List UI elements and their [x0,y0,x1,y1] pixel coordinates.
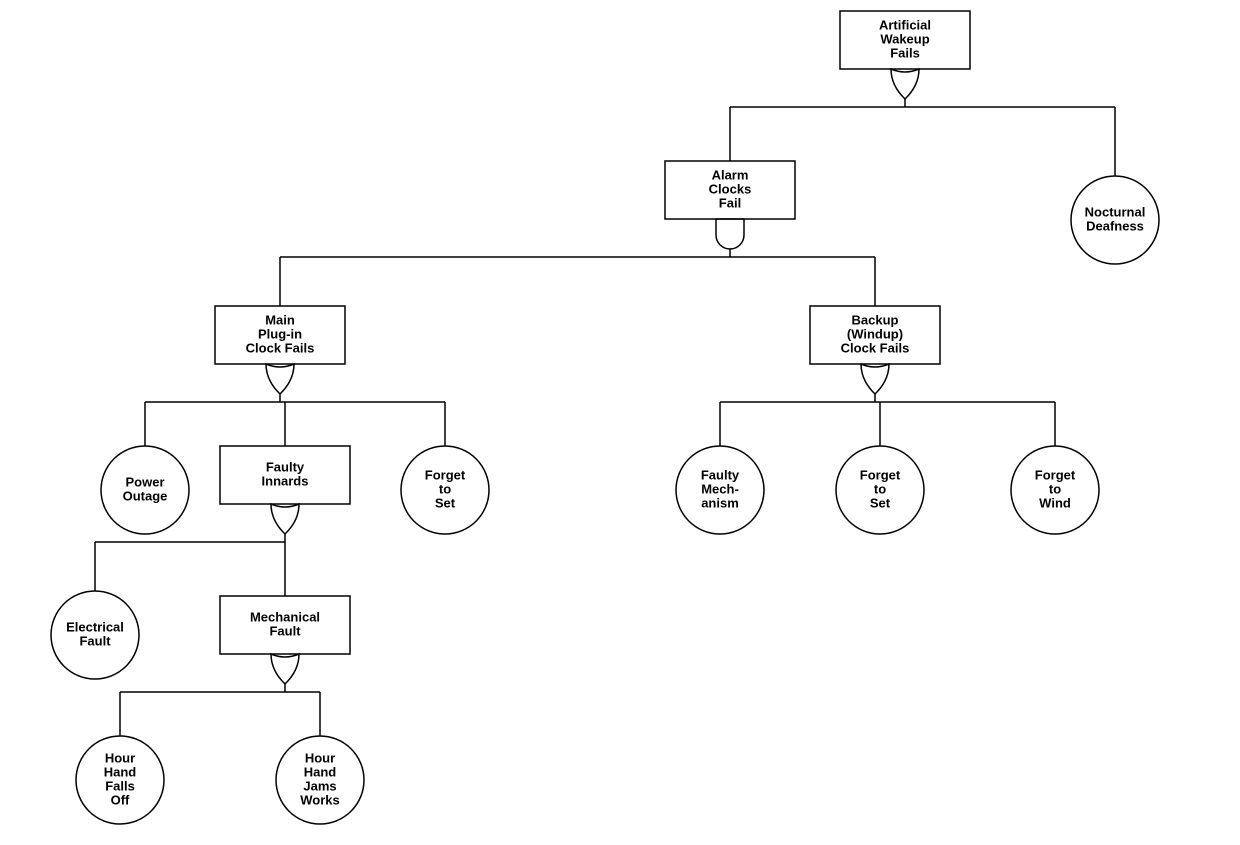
node-label: Forget [1035,467,1076,482]
node-label: Electrical [66,619,124,634]
node-label: Fail [719,195,741,210]
node-label: anism [701,495,739,510]
node-bwcf: Backup(Windup)Clock Fails [810,306,940,364]
node-mef: MechanicalFault [220,596,350,654]
node-label: Jams [303,778,336,793]
node-fts2: ForgettoSet [836,446,924,534]
node-label: Outage [123,488,168,503]
node-label: Set [870,495,891,510]
node-label: Set [435,495,456,510]
node-label: Fault [79,633,111,648]
node-label: Alarm [712,167,749,182]
node-fts1: ForgettoSet [401,446,489,534]
node-hho: HourHandFallsOff [76,736,164,824]
node-label: Works [300,792,340,807]
node-label: Clock Fails [246,340,315,355]
node-pow: PowerOutage [101,446,189,534]
node-label: to [439,481,451,496]
or-gate [271,654,299,684]
node-elf: ElectricalFault [51,591,139,679]
node-label: Faulty [701,467,740,482]
node-fme: FaultyMech-anism [676,446,764,534]
node-label: Hand [304,764,337,779]
node-label: to [1049,481,1061,496]
node-label: Wakeup [880,31,929,46]
node-label: Fails [890,45,920,60]
or-gate [266,364,294,394]
node-fin: FaultyInnards [220,446,350,504]
node-label: Hour [305,750,335,765]
or-gate [891,69,919,99]
node-label: Clocks [709,181,752,196]
fault-tree-diagram: ArtificialWakeupFails AlarmClocksFail Noct… [0,0,1240,845]
node-label: to [874,481,886,496]
node-label: Forget [860,467,901,482]
node-label: Deafness [1086,218,1144,233]
node-label: Wind [1039,495,1071,510]
node-label: Mech- [701,481,739,496]
node-label: Clock Fails [841,340,910,355]
node-label: Forget [425,467,466,482]
node-label: Hand [104,764,137,779]
node-label: Hour [105,750,135,765]
node-hhj: HourHandJamsWorks [276,736,364,824]
node-noc: NocturnalDeafness [1071,176,1159,264]
node-label: Faulty [266,459,305,474]
node-ftw: ForgettoWind [1011,446,1099,534]
or-gate [271,504,299,534]
node-acf: AlarmClocksFail [665,161,795,219]
node-label: Plug-in [258,326,302,341]
node-label: Artificial [879,17,931,32]
or-gate [861,364,889,394]
node-label: Off [111,792,130,807]
node-awf: ArtificialWakeupFails [840,11,970,69]
node-label: Backup [852,312,899,327]
node-label: Innards [262,473,309,488]
node-label: Fault [269,623,301,638]
node-label: Falls [105,778,135,793]
node-label: Nocturnal [1085,204,1146,219]
node-label: Main [265,312,295,327]
and-gate [716,219,744,249]
node-label: Mechanical [250,609,320,624]
node-mpcf: MainPlug-inClock Fails [215,306,345,364]
node-label: Power [125,474,164,489]
node-label: (Windup) [847,326,903,341]
